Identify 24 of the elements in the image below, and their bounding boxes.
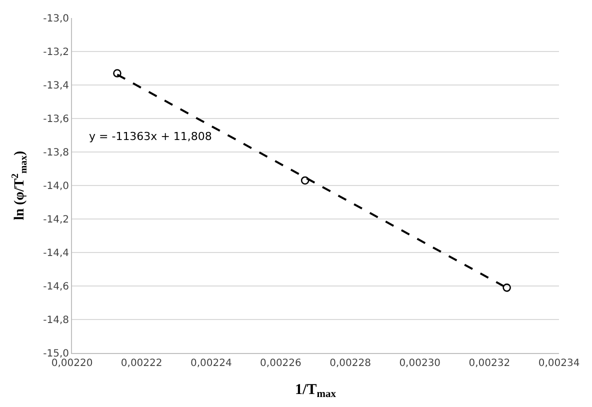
- y-tick-label: -14,0: [43, 181, 69, 192]
- point: [300, 176, 310, 185]
- x-tick-label: 0,00220: [51, 358, 93, 369]
- x-tick-label: 0,00226: [260, 358, 302, 369]
- x-tick-label: 0,00222: [120, 358, 162, 369]
- x-tick-label: 0,00230: [399, 358, 441, 369]
- point: [113, 69, 122, 78]
- y-tick-label: -14,4: [43, 248, 69, 259]
- y-tick-label: -14,2: [43, 214, 69, 226]
- y-tick-label: -14,6: [43, 282, 69, 292]
- x-tick-label: 0,00232: [468, 358, 510, 369]
- y-tick-label: -15,0: [43, 348, 69, 360]
- y-tick-label: -13,2: [43, 47, 69, 58]
- x-axis-title: 1/T$_{max}$: [295, 382, 337, 400]
- annotation: y = -11363x + 11,808: [89, 130, 212, 143]
- x-tick-label: 0,00234: [538, 358, 580, 369]
- y-tick-label: -13,6: [43, 114, 69, 125]
- x-tick-label: 0,00224: [190, 358, 232, 369]
- y-tick-label: -13,0: [43, 14, 69, 24]
- x-tick-label: 0,00228: [330, 358, 371, 369]
- y-tick-label: -14,8: [43, 315, 69, 326]
- y-tick-label: -13,8: [43, 148, 69, 158]
- point: [502, 284, 511, 292]
- y-tick-label: -13,4: [43, 80, 69, 92]
